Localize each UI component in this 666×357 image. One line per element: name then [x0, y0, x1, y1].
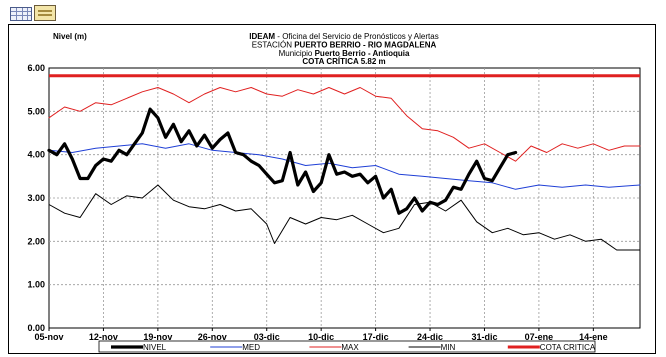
chart-image-icon[interactable] [34, 5, 56, 21]
x-tick-label: 14-ene [579, 332, 608, 342]
x-tick-label: 07-ene [525, 332, 554, 342]
y-tick-label: 2.00 [27, 236, 45, 246]
y-axis-label: Nivel (m) [53, 32, 87, 41]
x-tick-label: 24-dic [417, 332, 443, 342]
legend-box [98, 340, 596, 353]
legend-label-cota-critica: COTA CRITICA [540, 343, 596, 352]
x-tick-label: 17-dic [363, 332, 389, 342]
title-span: - Oficina del Servicio de Pronósticos y … [275, 32, 439, 41]
x-tick-label: 12-nov [89, 332, 118, 342]
y-tick-label: 4.00 [27, 150, 45, 160]
critical-level-label: COTA CRÍTICA 5.82 m [302, 57, 385, 66]
x-tick-label: 26-nov [198, 332, 227, 342]
legend-label-max: MAX [341, 343, 359, 352]
series-line-nivel [47, 107, 518, 215]
legend-label-med: MED [242, 343, 260, 352]
x-tick-label: 05-nov [34, 332, 63, 342]
chart-title-line: IDEAM - Oficina del Servicio de Pronósti… [249, 32, 438, 41]
table-icon[interactable] [10, 7, 32, 21]
x-tick-label: 19-nov [143, 332, 172, 342]
title-bold-span: IDEAM [249, 32, 275, 41]
x-tick-label: 03-dic [254, 332, 280, 342]
y-tick-label: 1.00 [27, 280, 45, 290]
y-tick-label: 3.00 [27, 193, 45, 203]
title-span: ESTACIÓN [252, 41, 295, 50]
legend-label-nivel: NIVEL [143, 343, 167, 352]
toolbar [8, 0, 68, 22]
title-bold-span: PUERTO BERRIO - RIO MAGDALENA [294, 41, 436, 50]
chart-title-line: ESTACIÓN PUERTO BERRIO - RIO MAGDALENA [252, 41, 437, 50]
y-tick-label: 6.00 [27, 63, 45, 73]
title-span: Municipio [279, 49, 315, 58]
chart-title-line: Municipio Puerto Berrio - Antioquia [279, 49, 410, 58]
level-chart: 0.00 1.00 2.00 3.00 4.00 5.00 6.00 05-nov 12-nov… [27, 32, 641, 353]
y-tick-label: 5.00 [27, 106, 45, 116]
x-tick-label: 31-dic [471, 332, 497, 342]
series-line-min [48, 184, 641, 251]
series-line-max [48, 87, 641, 162]
chart-frame: 0.00 1.00 2.00 3.00 4.00 5.00 6.00 05-nov 12-nov… [8, 24, 656, 354]
title-bold-span: Puerto Berrio - Antioquia [315, 49, 410, 58]
legend-label-min: MIN [441, 343, 456, 352]
series-line-med [48, 143, 641, 190]
x-tick-label: 10-dic [308, 332, 334, 342]
y-tick-label: 0.00 [27, 323, 45, 333]
